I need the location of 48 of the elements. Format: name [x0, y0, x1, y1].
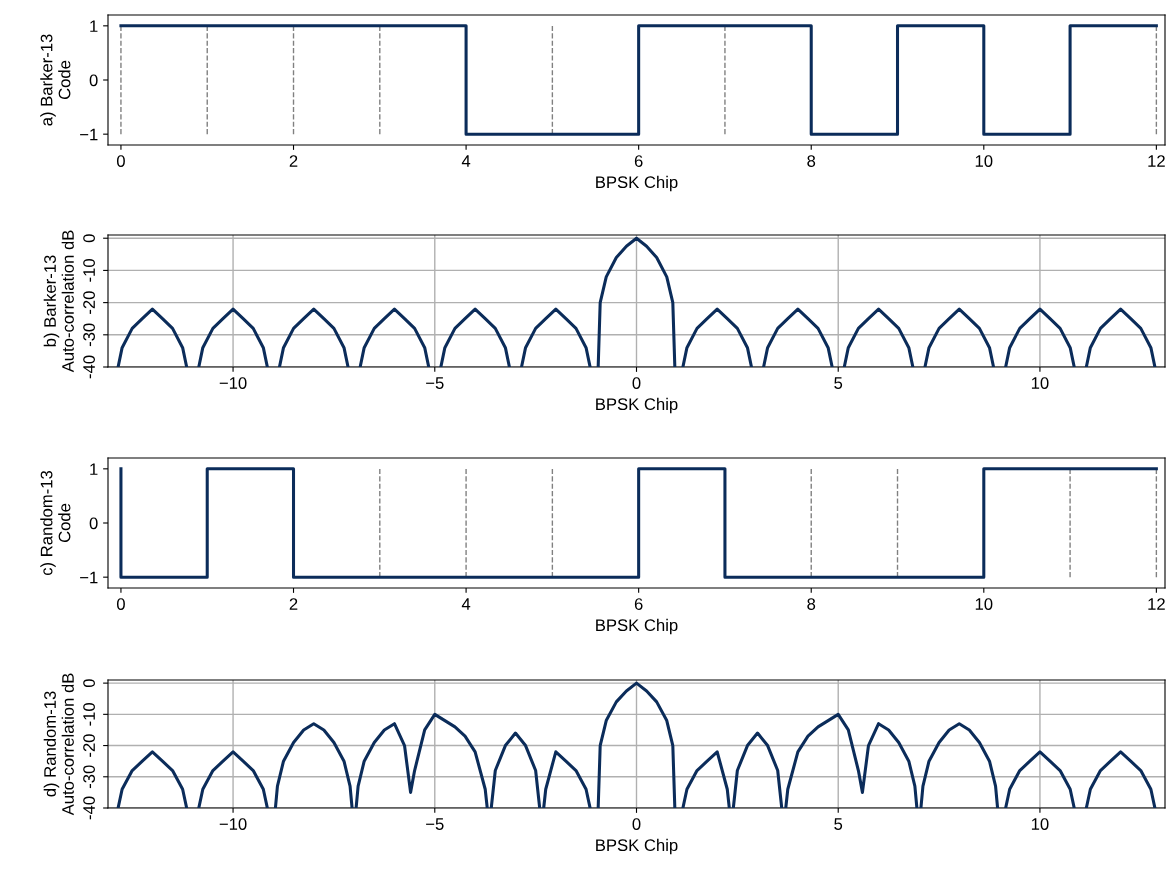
y-tick-label: -10: [83, 702, 95, 726]
x-axis-title: BPSK Chip: [596, 397, 678, 414]
x-tick-label: 5: [834, 818, 843, 830]
x-tick-label: 10: [975, 155, 993, 167]
y-tick-label: 0: [89, 74, 98, 87]
x-axis-title: BPSK Chip: [596, 838, 678, 855]
x-tick-label: 10: [975, 598, 993, 610]
x-tick-label: 4: [461, 155, 471, 167]
x-tick-label: 5: [834, 377, 843, 389]
x-tick-label: 0: [632, 818, 641, 830]
y-axis-title: b) Barker-13 Auto-correlation dB: [43, 230, 74, 373]
x-tick-label: −5: [426, 818, 444, 830]
y-axis-title: c) Random-13 Code: [40, 470, 71, 576]
x-tick-label: 2: [289, 598, 298, 610]
y-tick-label: 0: [89, 517, 98, 530]
y-tick-label: 0: [83, 234, 95, 243]
y-tick-label: -30: [83, 765, 95, 789]
y-tick-label: -20: [83, 291, 95, 314]
y-axis-title: a) Barker-13 Code: [40, 34, 71, 126]
x-tick-label: 10: [1031, 818, 1049, 830]
x-tick-label: −10: [219, 818, 247, 830]
y-tick-label: −1: [80, 128, 98, 141]
y-tick-label: -30: [83, 323, 95, 347]
y-tick-label: -40: [83, 355, 95, 379]
x-tick-label: 2: [289, 155, 298, 167]
y-tick-label: 1: [90, 20, 98, 32]
y-tick-label: -40: [83, 796, 95, 820]
x-tick-label: 0: [116, 598, 125, 610]
x-tick-label: 12: [1148, 598, 1165, 610]
x-tick-label: 4: [461, 598, 471, 610]
x-tick-label: 6: [634, 155, 643, 167]
y-tick-label: 1: [90, 463, 98, 475]
x-tick-label: 12: [1148, 155, 1165, 167]
x-axis-title: BPSK Chip: [596, 618, 678, 635]
x-tick-label: 0: [632, 377, 641, 389]
x-axis-title: BPSK Chip: [596, 175, 678, 192]
y-tick-label: 0: [83, 679, 95, 688]
x-tick-label: 8: [807, 598, 816, 610]
y-tick-label: -10: [83, 259, 95, 282]
x-tick-label: −10: [219, 377, 247, 389]
x-tick-label: 6: [634, 598, 643, 610]
x-tick-label: −5: [426, 377, 444, 389]
y-tick-label: −1: [80, 571, 98, 584]
x-tick-label: 0: [116, 155, 125, 167]
y-tick-label: -20: [83, 734, 95, 757]
x-tick-label: 10: [1031, 377, 1049, 389]
y-axis-title: d) Random-13 Auto-correlation dB: [43, 673, 74, 816]
x-tick-label: 8: [807, 155, 816, 167]
